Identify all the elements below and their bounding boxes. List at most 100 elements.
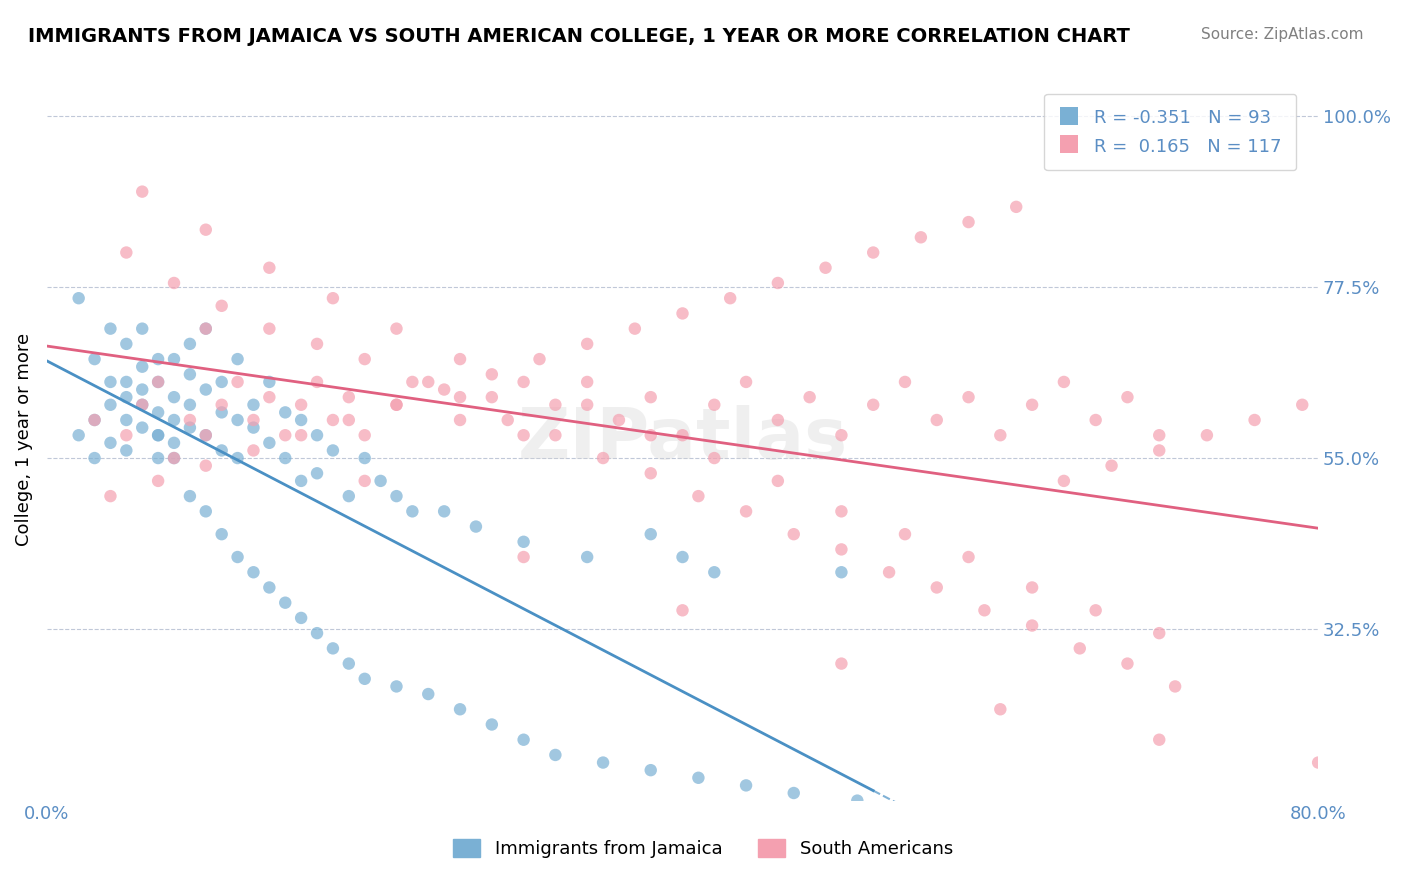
Point [1116,390,1139,404]
Point [894,375,917,389]
Point [512,375,534,389]
Point [179,420,201,434]
Point [1116,657,1139,671]
Point [211,398,233,412]
Point [640,390,662,404]
Point [146,428,169,442]
Point [576,398,599,412]
Point [146,405,169,419]
Point [163,276,186,290]
Point [1147,443,1170,458]
Point [671,603,693,617]
Point [718,291,741,305]
Point [1021,618,1043,632]
Point [226,549,249,564]
Point [131,321,153,335]
Point [194,321,217,335]
Point [433,504,456,518]
Point [688,489,710,503]
Point [894,527,917,541]
Point [337,413,360,427]
Point [146,352,169,367]
Point [179,398,201,412]
Point [259,375,281,389]
Point [115,245,138,260]
Point [100,375,122,389]
Point [83,413,105,427]
Point [179,368,201,382]
Point [544,747,567,762]
Point [988,428,1011,442]
Point [512,428,534,442]
Point [163,451,186,466]
Point [703,566,725,580]
Point [353,428,375,442]
Point [131,420,153,434]
Point [131,359,153,374]
Point [1291,398,1313,412]
Point [259,435,281,450]
Point [877,566,900,580]
Point [290,428,312,442]
Point [67,291,90,305]
Point [305,626,328,640]
Point [465,519,488,533]
Point [305,375,328,389]
Point [671,306,693,320]
Point [100,398,122,412]
Point [1069,641,1091,656]
Point [957,549,980,564]
Point [274,596,297,610]
Point [163,352,186,367]
Point [353,672,375,686]
Point [259,260,281,275]
Point [1084,603,1107,617]
Point [862,398,884,412]
Point [385,398,408,412]
Point [385,398,408,412]
Point [115,443,138,458]
Point [259,321,281,335]
Point [910,801,932,815]
Point [67,428,90,442]
Point [449,352,471,367]
Point [830,504,852,518]
Point [1084,413,1107,427]
Point [607,413,630,427]
Point [259,581,281,595]
Point [671,549,693,564]
Point [146,428,169,442]
Point [973,603,995,617]
Point [226,375,249,389]
Point [305,467,328,481]
Point [799,390,821,404]
Point [211,375,233,389]
Point [179,337,201,351]
Point [100,435,122,450]
Point [211,299,233,313]
Point [353,451,375,466]
Point [529,352,551,367]
Point [1005,200,1028,214]
Point [131,185,153,199]
Point [481,717,503,731]
Point [290,398,312,412]
Point [322,413,344,427]
Text: IMMIGRANTS FROM JAMAICA VS SOUTH AMERICAN COLLEGE, 1 YEAR OR MORE CORRELATION CH: IMMIGRANTS FROM JAMAICA VS SOUTH AMERICA… [28,27,1130,45]
Point [449,702,471,716]
Point [83,413,105,427]
Point [481,390,503,404]
Point [624,321,647,335]
Point [640,527,662,541]
Point [783,786,806,800]
Point [576,337,599,351]
Point [703,398,725,412]
Point [1195,428,1218,442]
Point [814,260,837,275]
Point [640,428,662,442]
Point [671,428,693,442]
Point [290,413,312,427]
Point [305,428,328,442]
Point [242,443,264,458]
Point [766,276,789,290]
